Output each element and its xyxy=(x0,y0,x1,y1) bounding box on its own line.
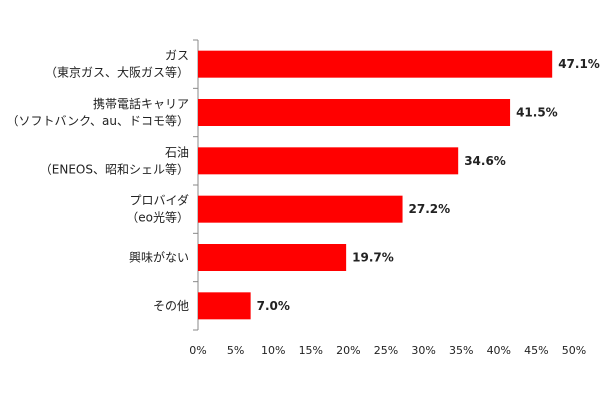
x-tick-label: 45% xyxy=(524,344,548,357)
plot-area: 47.1% ガス （東京ガス、大阪ガス等） 41.5% 携帯電話キャリア （ソフトバンク、… xyxy=(7,39,600,357)
x-tick-label: 40% xyxy=(487,344,511,357)
x-tick-label: 25% xyxy=(374,344,398,357)
data-label: 19.7% xyxy=(352,251,394,265)
category-label: プロバイダ xyxy=(129,193,189,208)
bar xyxy=(198,292,251,320)
category-label: （eo光等） xyxy=(126,211,189,225)
category-label: その他 xyxy=(153,299,189,313)
bar xyxy=(198,147,459,175)
data-label: 7.0% xyxy=(257,299,290,313)
x-tick-label: 35% xyxy=(449,344,473,357)
data-label: 34.6% xyxy=(464,154,506,168)
x-tick-label: 15% xyxy=(299,344,323,357)
data-label: 47.1% xyxy=(558,57,600,71)
x-tick-label: 10% xyxy=(261,344,285,357)
x-tick-label: 0% xyxy=(189,344,206,357)
bar xyxy=(198,50,553,78)
bar xyxy=(198,195,403,223)
x-tick-label: 20% xyxy=(336,344,360,357)
category-label: ガス xyxy=(165,49,189,63)
x-tick-label: 5% xyxy=(227,344,244,357)
category-label: （東京ガス、大阪ガス等） xyxy=(45,66,189,80)
category-label: 携帯電話キャリア xyxy=(93,96,189,111)
bar xyxy=(198,244,347,271)
data-label: 27.2% xyxy=(409,202,451,216)
data-label: 41.5% xyxy=(516,106,558,120)
category-label: 石油 xyxy=(165,145,189,159)
category-label: 興味がない xyxy=(129,250,189,265)
x-tick-label: 30% xyxy=(411,344,435,357)
x-tick-label: 50% xyxy=(562,344,586,357)
category-label: （ENEOS、昭和シェル等） xyxy=(40,162,189,176)
category-label: （ソフトバンク、au、ドコモ等） xyxy=(7,114,189,128)
bar xyxy=(198,99,511,126)
